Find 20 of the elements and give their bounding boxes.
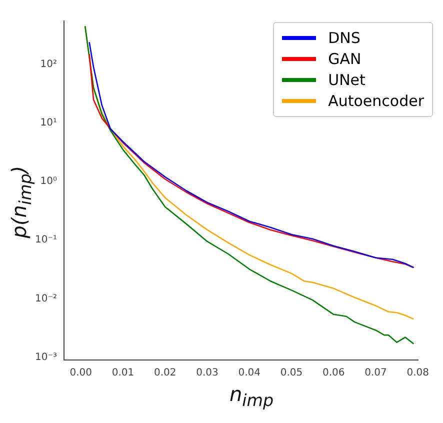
legend-label: GAN [328,50,362,68]
x-tick-label: 0.08 [406,368,429,379]
x-tick-label: 0.01 [112,368,134,379]
x-tick-label: 0.07 [364,368,387,379]
x-tick-label: 0.00 [70,368,92,379]
y-tick-label: 10⁰ [40,176,58,188]
x-axis-title: n$_{imp}$ [228,382,275,410]
x-tick-label: 0.05 [280,368,303,379]
x-tick-label: 0.06 [322,368,345,379]
x-tick-label: 0.04 [238,368,260,379]
y-tick-label: 10⁻¹ [34,234,58,246]
legend-label: Autoencoder [328,92,424,110]
y-tick-label: 10⁻² [34,293,58,304]
x-tick-label: 0.02 [154,368,176,379]
y-tick-label: 10² [40,58,58,70]
legend-label: DNS [328,29,360,47]
legend-label: UNet [328,71,366,89]
y-tick-label: 10⁻³ [34,352,58,363]
y-tick-label: 10¹ [40,118,58,129]
x-tick-label: 0.03 [196,368,218,379]
